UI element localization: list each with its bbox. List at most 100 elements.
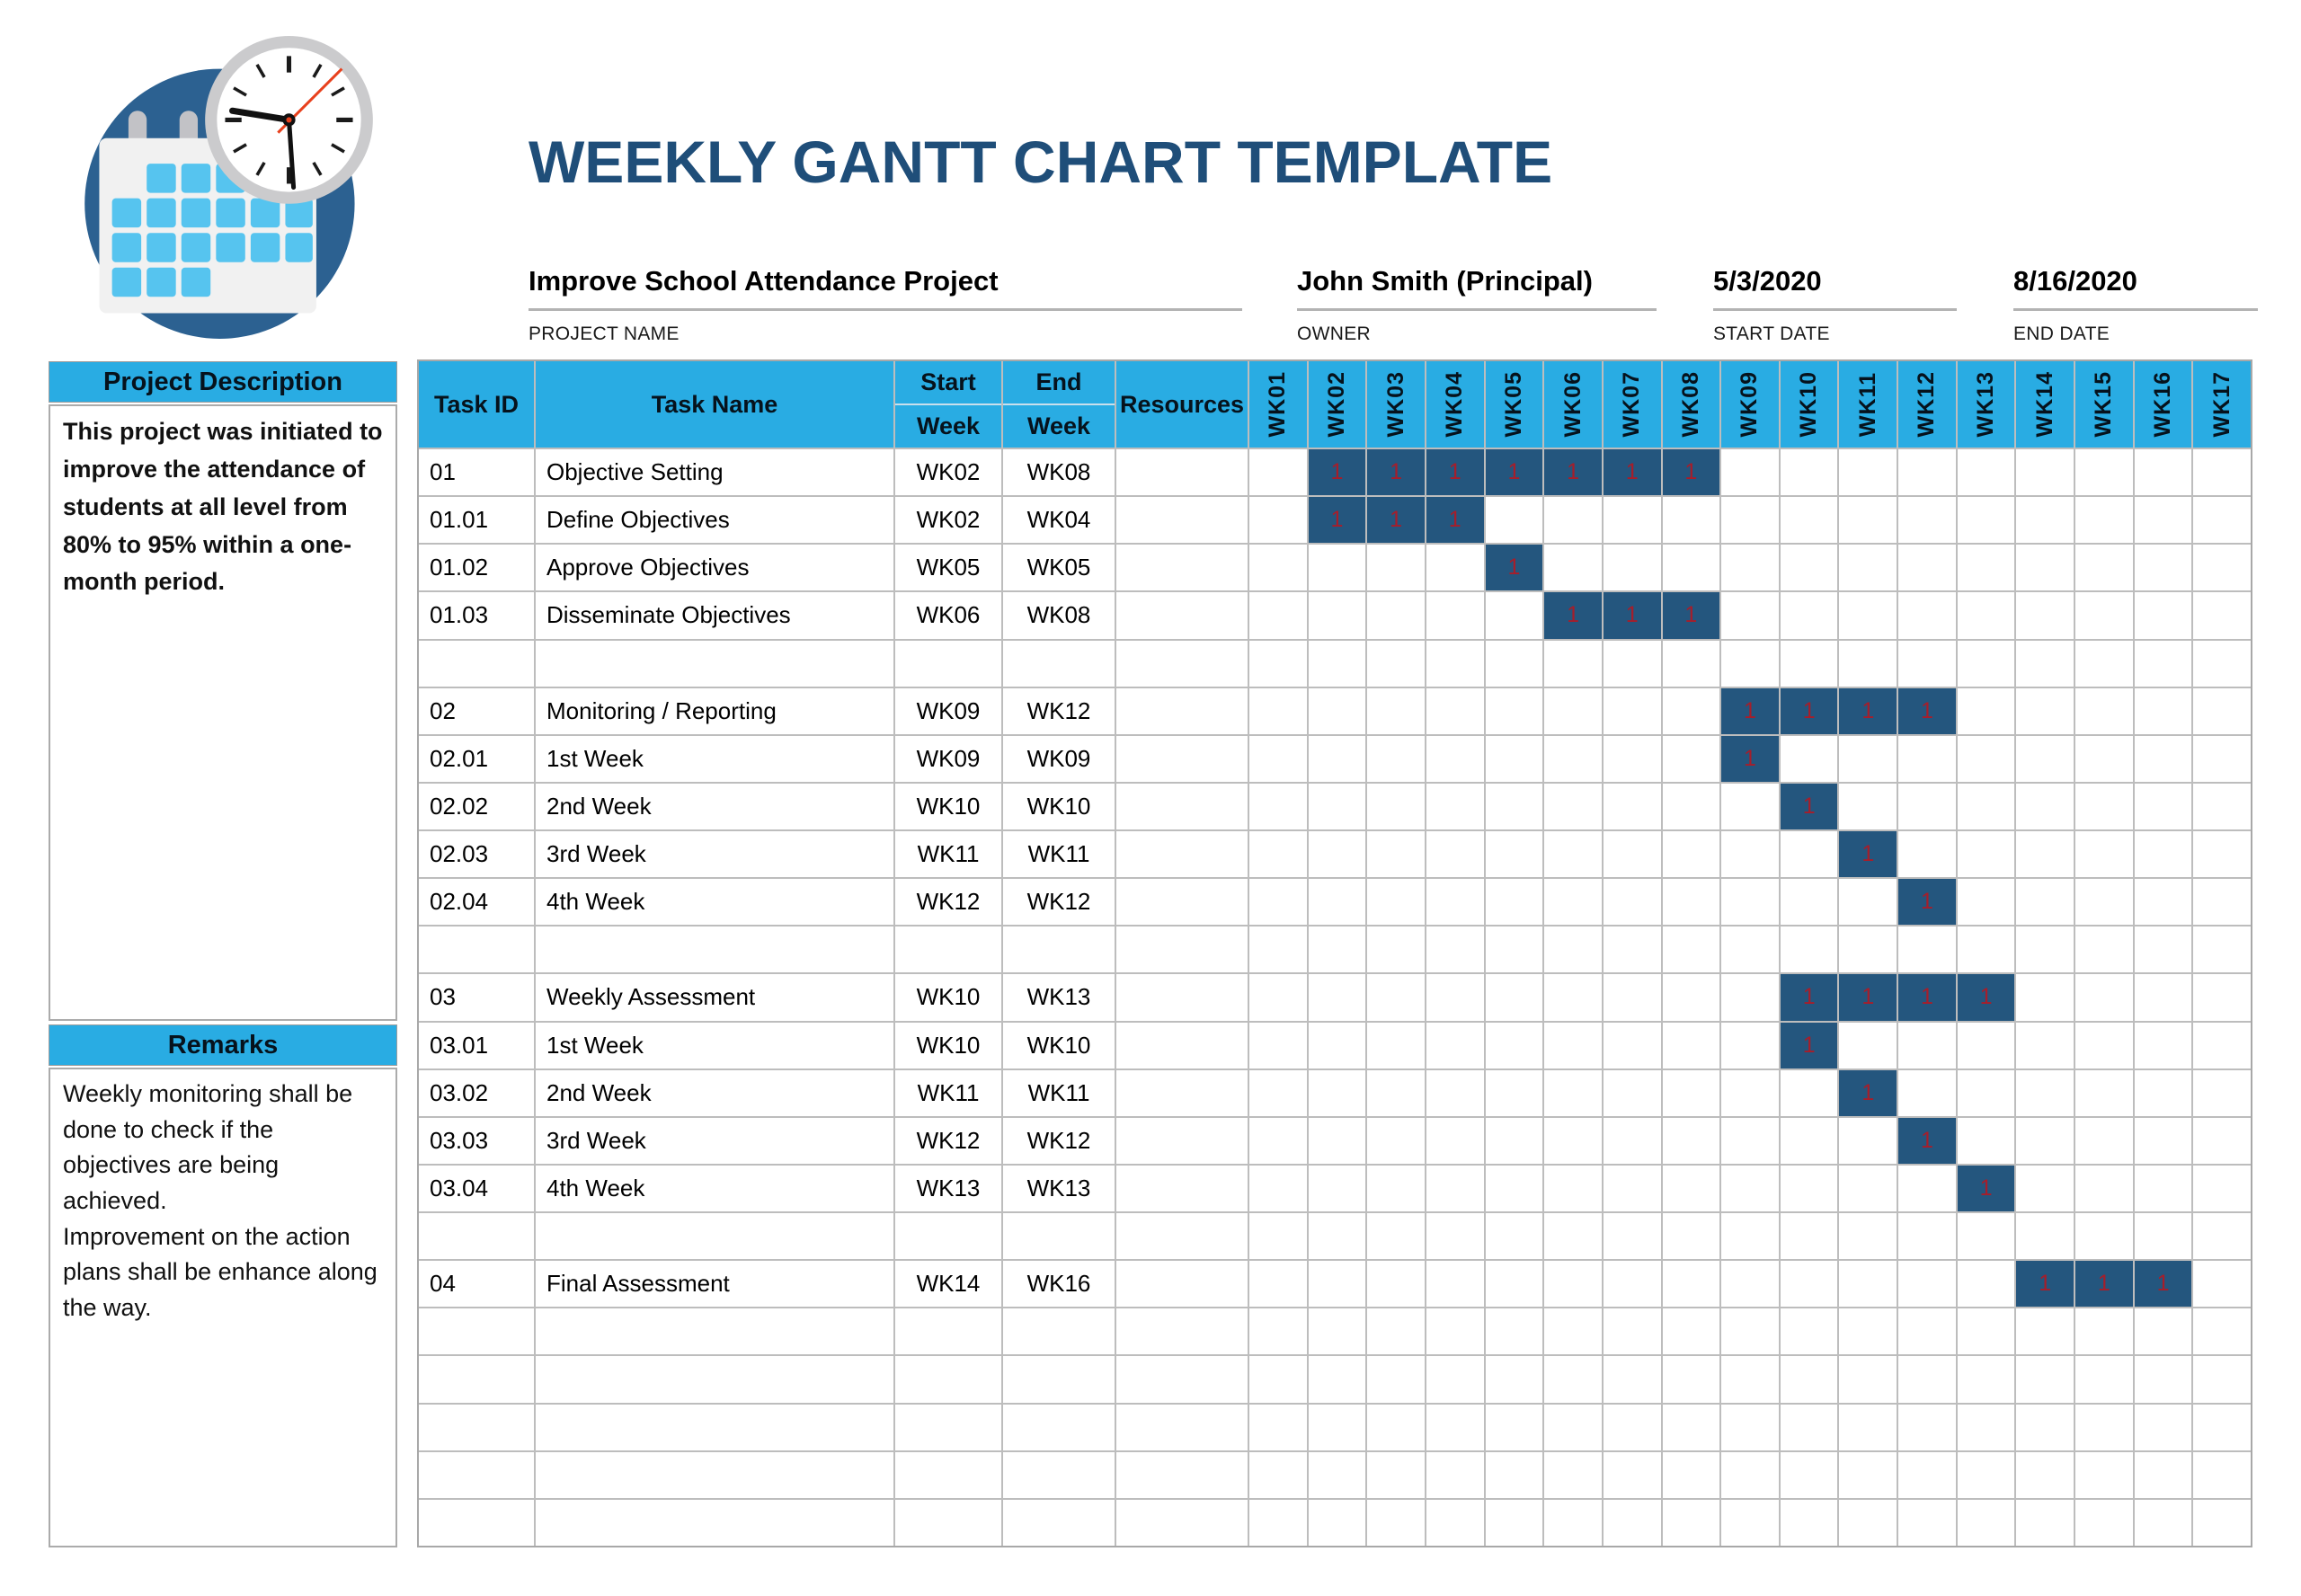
gantt-bar-cell[interactable]: 1	[1603, 592, 1661, 639]
end-week-cell[interactable]	[1003, 927, 1115, 973]
task-id-cell[interactable]: 01.01	[419, 497, 534, 544]
week-cell[interactable]	[1662, 783, 1720, 830]
week-cell[interactable]	[1249, 497, 1307, 544]
week-cell[interactable]	[1367, 927, 1425, 973]
week-cell[interactable]	[1957, 1451, 2015, 1498]
week-cell[interactable]	[1426, 1451, 1484, 1498]
task-name-cell[interactable]: 1st Week	[536, 735, 893, 782]
week-cell[interactable]	[1367, 1499, 1425, 1546]
week-cell[interactable]	[1426, 1069, 1484, 1116]
week-cell[interactable]	[1485, 640, 1543, 687]
start-week-cell[interactable]	[895, 1356, 1001, 1403]
week-cell[interactable]	[1603, 1022, 1661, 1068]
task-name-cell[interactable]	[536, 1451, 893, 1498]
resources-cell[interactable]	[1116, 1308, 1248, 1355]
week-cell[interactable]	[1839, 1308, 1897, 1355]
week-cell[interactable]	[1544, 783, 1602, 830]
week-cell[interactable]	[1249, 687, 1307, 734]
week-cell[interactable]	[2193, 1022, 2251, 1068]
week-cell[interactable]	[2075, 879, 2133, 926]
task-id-cell[interactable]	[419, 1213, 534, 1260]
week-cell[interactable]	[1485, 1213, 1543, 1260]
week-cell[interactable]	[1898, 592, 1956, 639]
week-cell[interactable]	[1308, 1499, 1366, 1546]
week-cell[interactable]	[1426, 592, 1484, 639]
end-week-cell[interactable]	[1003, 640, 1115, 687]
week-cell[interactable]	[2075, 687, 2133, 734]
week-cell[interactable]	[2193, 1308, 2251, 1355]
week-cell[interactable]	[1544, 1404, 1602, 1450]
week-cell[interactable]	[2075, 1404, 2133, 1450]
week-cell[interactable]	[2075, 1117, 2133, 1164]
resources-cell[interactable]	[1116, 687, 1248, 734]
start-week-cell[interactable]	[895, 1404, 1001, 1450]
start-week-cell[interactable]: WK12	[895, 879, 1001, 926]
week-cell[interactable]	[2016, 1451, 2074, 1498]
week-cell[interactable]	[1957, 735, 2015, 782]
week-cell[interactable]	[2075, 927, 2133, 973]
week-cell[interactable]	[2134, 1069, 2192, 1116]
start-week-cell[interactable]	[895, 1499, 1001, 1546]
week-cell[interactable]	[1780, 1117, 1838, 1164]
start-week-cell[interactable]	[895, 1451, 1001, 1498]
week-cell[interactable]	[2193, 783, 2251, 830]
week-cell[interactable]	[1249, 1117, 1307, 1164]
end-week-cell[interactable]: WK08	[1003, 592, 1115, 639]
end-week-cell[interactable]	[1003, 1451, 1115, 1498]
week-cell[interactable]	[2134, 927, 2192, 973]
week-cell[interactable]	[1957, 1117, 2015, 1164]
week-cell[interactable]	[1662, 1022, 1720, 1068]
end-week-cell[interactable]: WK04	[1003, 497, 1115, 544]
resources-cell[interactable]	[1116, 1356, 1248, 1403]
week-cell[interactable]	[1249, 783, 1307, 830]
week-cell[interactable]	[1721, 1117, 1779, 1164]
week-cell[interactable]	[1426, 1213, 1484, 1260]
week-cell[interactable]	[1308, 592, 1366, 639]
gantt-bar-cell[interactable]: 1	[1544, 449, 1602, 496]
week-cell[interactable]	[1603, 497, 1661, 544]
task-id-cell[interactable]	[419, 640, 534, 687]
task-id-cell[interactable]: 02	[419, 687, 534, 734]
task-name-cell[interactable]: Disseminate Objectives	[536, 592, 893, 639]
week-cell[interactable]	[1662, 1499, 1720, 1546]
week-cell[interactable]	[1426, 1165, 1484, 1212]
week-cell[interactable]	[2134, 1308, 2192, 1355]
week-cell[interactable]	[1721, 783, 1779, 830]
week-cell[interactable]	[1485, 1404, 1543, 1450]
start-week-cell[interactable]: WK11	[895, 1069, 1001, 1116]
week-cell[interactable]	[1544, 1069, 1602, 1116]
week-cell[interactable]	[1544, 974, 1602, 1021]
start-week-cell[interactable]: WK06	[895, 592, 1001, 639]
week-cell[interactable]	[1603, 545, 1661, 591]
week-cell[interactable]	[1426, 1261, 1484, 1308]
week-cell[interactable]	[1485, 1499, 1543, 1546]
week-cell[interactable]	[1839, 1261, 1897, 1308]
gantt-bar-cell[interactable]: 1	[2075, 1261, 2133, 1308]
week-cell[interactable]	[1308, 1451, 1366, 1498]
task-name-cell[interactable]	[536, 927, 893, 973]
week-cell[interactable]	[1721, 831, 1779, 878]
end-week-cell[interactable]: WK16	[1003, 1261, 1115, 1308]
week-cell[interactable]	[1308, 1117, 1366, 1164]
week-cell[interactable]	[1485, 1451, 1543, 1498]
week-cell[interactable]	[1957, 783, 2015, 830]
week-cell[interactable]	[1367, 974, 1425, 1021]
week-cell[interactable]	[1603, 831, 1661, 878]
week-cell[interactable]	[1308, 545, 1366, 591]
week-cell[interactable]	[1721, 1261, 1779, 1308]
task-id-cell[interactable]	[419, 1404, 534, 1450]
week-cell[interactable]	[1839, 1117, 1897, 1164]
end-week-cell[interactable]	[1003, 1356, 1115, 1403]
end-week-cell[interactable]	[1003, 1213, 1115, 1260]
task-name-cell[interactable]: 2nd Week	[536, 1069, 893, 1116]
week-cell[interactable]	[1780, 1261, 1838, 1308]
resources-cell[interactable]	[1116, 1069, 1248, 1116]
week-cell[interactable]	[1544, 1308, 1602, 1355]
task-id-cell[interactable]: 02.01	[419, 735, 534, 782]
week-cell[interactable]	[2075, 1308, 2133, 1355]
week-cell[interactable]	[1957, 1261, 2015, 1308]
week-cell[interactable]	[1367, 1022, 1425, 1068]
gantt-bar-cell[interactable]: 1	[1957, 974, 2015, 1021]
week-cell[interactable]	[1426, 1308, 1484, 1355]
week-cell[interactable]	[1367, 640, 1425, 687]
